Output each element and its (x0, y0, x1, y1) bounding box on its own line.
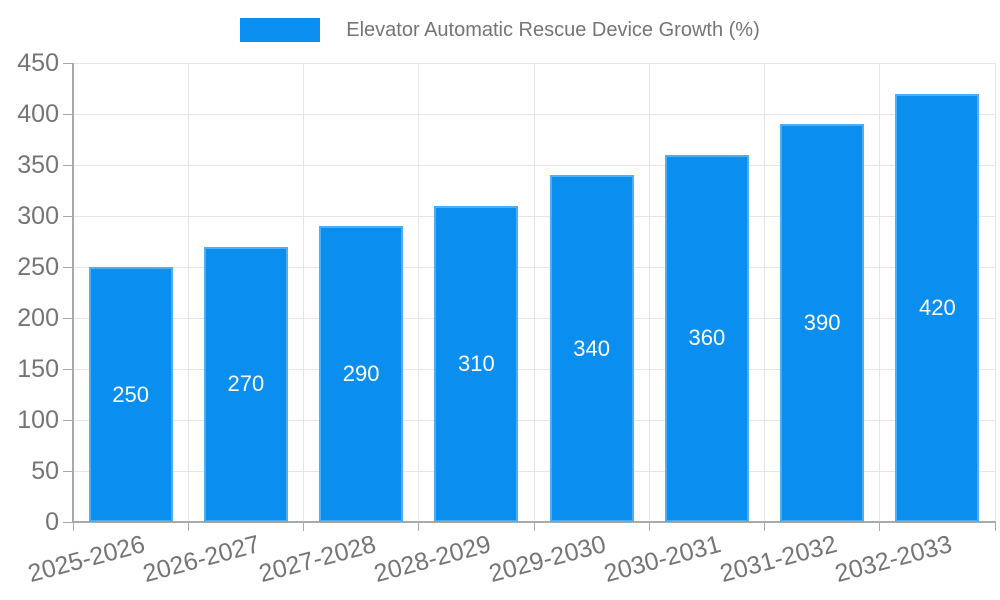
x-axis-line (72, 521, 996, 523)
legend: Elevator Automatic Rescue Device Growth … (0, 18, 1000, 42)
y-axis-tick (63, 419, 73, 421)
x-grid-line (418, 63, 420, 522)
bar: 340 (549, 175, 634, 522)
y-axis-tick (63, 215, 73, 217)
x-axis-tick (418, 522, 420, 531)
x-tick-label: 2027-2028 (255, 530, 379, 588)
bar-value-label: 290 (342, 361, 380, 387)
x-tick-label: 2029-2030 (486, 530, 609, 588)
x-grid-line (533, 63, 535, 522)
bar: 250 (88, 267, 173, 522)
legend-label: Elevator Automatic Rescue Device Growth … (346, 18, 760, 41)
x-grid-line (764, 63, 765, 522)
plot-area: 0 50 100 150 200 250 300 350 400 450 250 2025-2026 2… (17, 49, 996, 588)
bar: 310 (434, 205, 519, 522)
bar-value-label: 340 (573, 335, 610, 361)
x-axis-tick (994, 522, 996, 531)
y-axis-tick (63, 521, 73, 523)
x-tick-label: 2031-2032 (716, 530, 840, 588)
bar: 420 (895, 93, 980, 522)
y-tick-label: 200 (17, 304, 59, 332)
bar: 270 (203, 246, 288, 522)
bar-value-label: 310 (458, 350, 495, 376)
y-tick-label: 250 (17, 253, 59, 281)
x-axis-tick (764, 522, 765, 531)
y-axis-tick (63, 266, 73, 268)
x-tick-label: 2025-2026 (25, 530, 148, 588)
x-grid-line (303, 63, 304, 522)
bar-value-label: 360 (688, 325, 726, 351)
x-grid-line (879, 63, 881, 522)
bar-value-label: 270 (227, 371, 265, 397)
x-tick-label: 2032-2033 (831, 530, 955, 588)
y-tick-label: 50 (31, 457, 59, 485)
legend-swatch (240, 18, 321, 42)
bar-value-label: 250 (112, 381, 149, 407)
y-tick-label: 100 (17, 406, 59, 434)
y-axis-tick (63, 368, 73, 370)
y-axis-tick (63, 113, 73, 115)
x-tick-label: 2028-2029 (370, 530, 494, 588)
bar: 360 (664, 154, 749, 522)
x-grid-line (187, 63, 189, 522)
y-tick-label: 350 (17, 151, 59, 179)
y-tick-label: 300 (17, 202, 59, 230)
x-grid-line (994, 63, 996, 522)
y-axis-tick (63, 164, 73, 166)
x-tick-label: 2030-2031 (601, 530, 725, 588)
x-grid-line (648, 63, 650, 522)
x-axis-tick (533, 522, 535, 531)
y-tick-label: 0 (45, 508, 59, 536)
bar-value-label: 390 (803, 310, 841, 336)
y-axis-tick (63, 62, 73, 64)
x-axis-tick (879, 522, 881, 531)
x-axis-tick (72, 522, 74, 531)
x-axis-tick (303, 522, 304, 531)
y-tick-label: 400 (17, 100, 59, 128)
x-tick-label: 2026-2027 (140, 530, 264, 588)
bar: 390 (780, 124, 865, 522)
y-axis-tick (63, 317, 73, 319)
bar-value-label: 420 (919, 294, 956, 320)
x-axis-tick (648, 522, 650, 531)
x-axis-tick (187, 522, 189, 531)
y-axis-tick (63, 470, 73, 472)
y-tick-label: 450 (17, 49, 59, 77)
y-tick-label: 150 (17, 355, 59, 383)
bar: 290 (319, 226, 404, 522)
y-axis-line (72, 63, 74, 522)
